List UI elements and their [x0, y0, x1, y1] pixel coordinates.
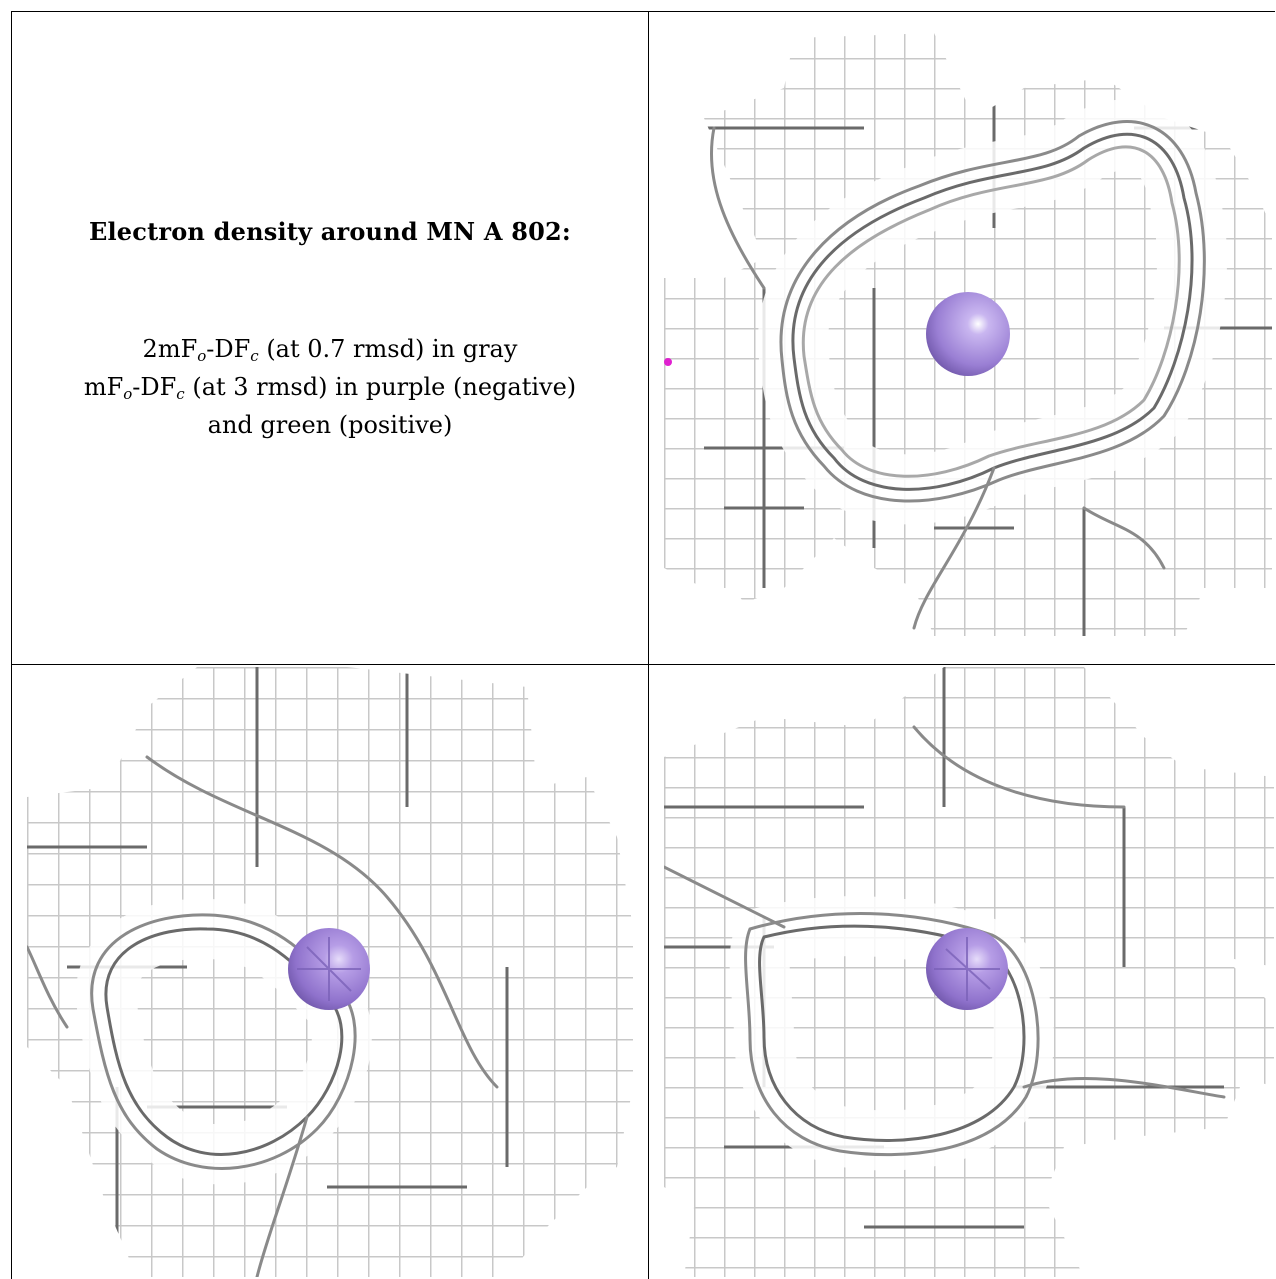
vertical-divider [648, 11, 649, 1279]
density-view-1 [664, 28, 1274, 636]
caption-body: 2mFo-DFc (at 0.7 rmsd) in gray mFo-DFc (… [12, 330, 648, 444]
caption-line-green: and green (positive) [207, 411, 453, 439]
density-view-3 [664, 667, 1274, 1277]
horizontal-divider [11, 664, 1275, 665]
caption-panel: Electron density around MN A 802: 2mFo-D… [12, 12, 648, 664]
marker-dot [664, 358, 672, 366]
figure-frame [11, 11, 1275, 1279]
density-view-2 [27, 667, 633, 1277]
caption-line-mfo: mFo-DFc (at 3 rmsd) in purple (negative) [83, 373, 577, 403]
caption-title: Electron density around MN A 802: [89, 217, 571, 246]
caption-line-2mfo: 2mFo-DFc (at 0.7 rmsd) in gray [142, 335, 518, 365]
mn-atom-sphere [926, 292, 1010, 376]
